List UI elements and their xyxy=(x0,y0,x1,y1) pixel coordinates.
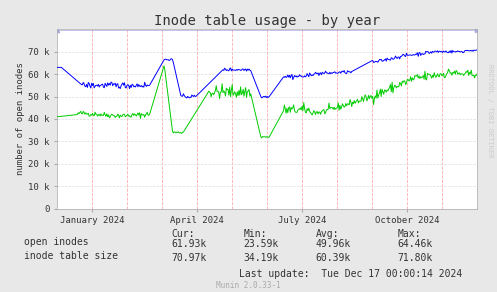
Text: 64.46k: 64.46k xyxy=(398,239,433,249)
Text: 61.93k: 61.93k xyxy=(171,239,207,249)
Text: Munin 2.0.33-1: Munin 2.0.33-1 xyxy=(216,281,281,290)
Text: 49.96k: 49.96k xyxy=(316,239,351,249)
Text: 70.97k: 70.97k xyxy=(171,253,207,263)
Text: Last update:  Tue Dec 17 00:00:14 2024: Last update: Tue Dec 17 00:00:14 2024 xyxy=(239,270,462,279)
Text: 71.80k: 71.80k xyxy=(398,253,433,263)
Text: 34.19k: 34.19k xyxy=(244,253,279,263)
Title: Inode table usage - by year: Inode table usage - by year xyxy=(154,14,380,28)
Text: 23.59k: 23.59k xyxy=(244,239,279,249)
Text: RRDTOOL / TOBI OETIKER: RRDTOOL / TOBI OETIKER xyxy=(487,64,493,158)
Text: inode table size: inode table size xyxy=(24,251,118,261)
Text: Max:: Max: xyxy=(398,229,421,239)
Text: Avg:: Avg: xyxy=(316,229,339,239)
Text: 60.39k: 60.39k xyxy=(316,253,351,263)
Text: Cur:: Cur: xyxy=(171,229,195,239)
Text: open inodes: open inodes xyxy=(24,237,88,247)
Text: Min:: Min: xyxy=(244,229,267,239)
Y-axis label: number of open inodes: number of open inodes xyxy=(16,62,25,175)
